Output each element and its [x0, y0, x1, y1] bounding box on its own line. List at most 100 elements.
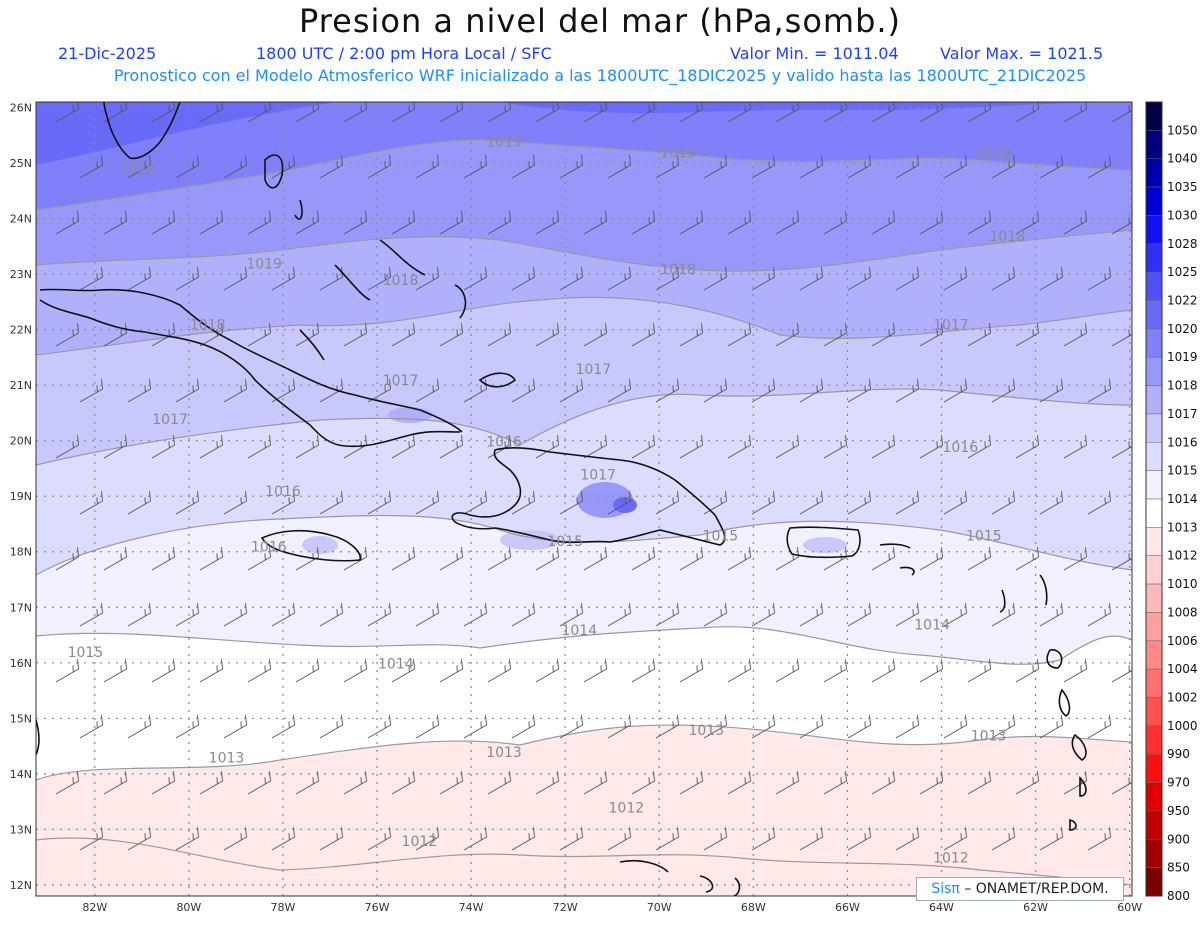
wind-barb: [199, 659, 223, 683]
wind-barb: [679, 547, 703, 571]
wind-barb: [1087, 379, 1111, 403]
wind-barb: [727, 659, 751, 683]
colorbar-swatch: [1145, 442, 1163, 471]
wind-barb: [991, 267, 1015, 291]
wind-barb: [511, 379, 535, 403]
wind-barb: [967, 102, 991, 123]
wind-barb: [319, 491, 343, 515]
wind-barb: [55, 547, 79, 571]
wind-barb: [703, 603, 727, 627]
wind-barb: [967, 547, 991, 571]
isobar-label: 1016: [486, 434, 522, 450]
wind-barb: [1039, 715, 1063, 739]
wind-barb: [919, 435, 943, 459]
wind-barb: [871, 323, 895, 347]
lon-tick-label: 64W: [929, 901, 954, 914]
wind-barb: [127, 827, 151, 851]
wind-barb: [583, 211, 607, 235]
wind-barb: [415, 267, 439, 291]
south-america-coast: [36, 719, 1119, 896]
colorbar-swatch: [1145, 328, 1163, 358]
wind-barb: [943, 267, 967, 291]
wind-barb: [703, 491, 727, 515]
isobar-lines: [36, 139, 1132, 886]
colorbar-swatch: [1145, 668, 1163, 698]
wind-barb: [751, 379, 775, 403]
wind-barb: [607, 715, 631, 739]
wind-barb: [871, 211, 895, 235]
wind-barb: [631, 771, 655, 795]
wind-barb: [487, 102, 511, 123]
isobar-label: 1016: [251, 540, 287, 556]
wind-barb: [871, 659, 895, 683]
wind-barb: [751, 715, 775, 739]
isobar-label: 1018: [990, 229, 1026, 245]
wind-barb: [1039, 379, 1063, 403]
wind-barb: [295, 659, 319, 683]
wind-barb: [415, 715, 439, 739]
wind-barb: [223, 603, 247, 627]
colorbar-label: 1006: [1167, 634, 1198, 648]
wind-barb: [367, 155, 391, 179]
wind-barb: [319, 827, 343, 851]
colorbar-swatch: [1145, 215, 1163, 245]
isobar-label: 1015: [68, 645, 104, 661]
wind-barb: [607, 491, 631, 515]
wind-barb: [559, 379, 583, 403]
colorbar-label: 1035: [1167, 180, 1198, 194]
wind-barb: [391, 323, 415, 347]
wind-barb: [991, 827, 1015, 851]
wind-barb: [271, 379, 295, 403]
wind-barb: [439, 211, 463, 235]
wind-barb: [415, 379, 439, 403]
colorbar-label: 1019: [1167, 350, 1198, 364]
pressure-shading: [36, 102, 1132, 896]
wind-barb: [103, 211, 127, 235]
colorbar-label: 1020: [1167, 322, 1198, 336]
wind-barb: [223, 827, 247, 851]
colorbar-label: 1018: [1167, 379, 1198, 393]
lat-tick-label: 22N: [10, 324, 32, 337]
wind-barb: [391, 102, 415, 123]
wind-barb: [343, 659, 367, 683]
wind-barb: [967, 435, 991, 459]
wind-barb: [799, 603, 823, 627]
wind-barb: [943, 155, 967, 179]
lon-tick-label: 76W: [365, 901, 390, 914]
colorbar-label: 1017: [1167, 407, 1198, 421]
isobar-label: 1019: [660, 146, 696, 162]
wind-barb: [271, 491, 295, 515]
wind-barb: [223, 267, 247, 291]
credit-badge: Sisπ – ONAMET/REP.DOM.: [916, 877, 1124, 901]
wind-barb: [487, 547, 511, 571]
wind-barb: [511, 715, 535, 739]
wind-barb: [895, 379, 919, 403]
wind-barb: [823, 323, 847, 347]
lon-tick-label: 72W: [553, 901, 578, 914]
wind-barb: [607, 603, 631, 627]
wind-barb: [55, 102, 79, 123]
colorbar-swatch: [1145, 130, 1163, 159]
wind-barb: [895, 603, 919, 627]
wind-barb: [127, 379, 151, 403]
colorbar-label: 970: [1167, 776, 1190, 790]
wind-barb: [895, 491, 919, 515]
wind-barb: [295, 323, 319, 347]
wind-barb: [727, 547, 751, 571]
lon-tick-label: 68W: [741, 901, 766, 914]
colorbar-swatch: [1145, 243, 1163, 273]
wind-barb: [151, 211, 175, 235]
colorbar-label: 1030: [1167, 208, 1198, 222]
lat-tick-label: 20N: [10, 435, 32, 448]
lon-tick-label: 82W: [82, 901, 107, 914]
isobar-label: 1013: [971, 729, 1007, 745]
wind-barb: [1111, 329, 1132, 347]
pressure-colorbar: 1050 1040 1035 1030 1028 1025 1022 1020 1019 1018…: [1145, 101, 1198, 903]
wind-barb: [55, 211, 79, 235]
wind-barb: [1111, 665, 1132, 683]
wind-barb: [655, 603, 679, 627]
colorbar-label: 1028: [1167, 237, 1198, 251]
wind-barb: [103, 771, 127, 795]
coastlines: [36, 102, 1119, 896]
wind-barb: [895, 715, 919, 739]
